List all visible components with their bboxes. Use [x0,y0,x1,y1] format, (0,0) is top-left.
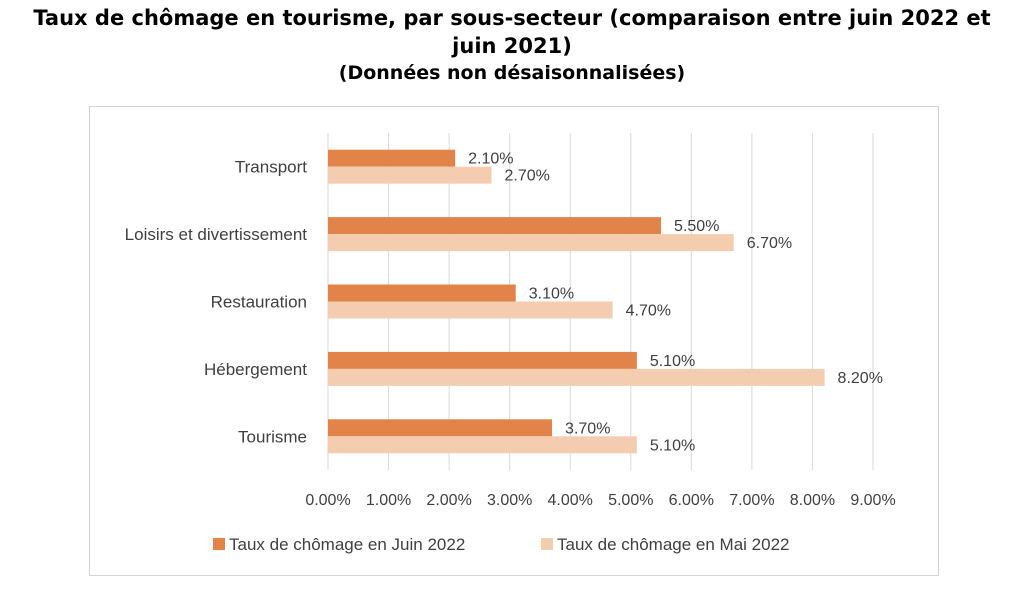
chart-area [89,106,939,576]
x-tick-label: 0.00% [305,492,350,509]
bars [328,149,825,454]
data-labels: 2.10%2.70% 5.50% 6.70% 3.10% 4.70% 5.10% 8.20%… [468,151,883,455]
x-tick-label: 7.00% [729,492,774,509]
data-label: 4.70% [626,303,671,320]
bar [328,284,516,302]
chart-title: Taux de chômage en tourisme, par sous-se… [0,4,1024,86]
bar [328,368,825,386]
data-label: 2.10% [468,151,513,168]
bar [328,234,734,252]
x-tick-label: 1.00% [366,492,411,509]
data-label: 2.70% [505,168,550,185]
data-label: 5.50% [674,218,719,235]
x-tick-label: 9.00% [850,492,895,509]
bar [328,217,662,235]
bar [328,436,637,454]
data-label: 5.10% [650,437,695,454]
category-labels: Transport Loisirs et divertissement Restau… [125,158,308,447]
data-label: 5.10% [650,353,695,370]
x-tick-label: 4.00% [548,492,593,509]
legend-label: Taux de chômage en Mai 2022 [557,535,790,554]
category-label: Hébergement [204,360,307,379]
x-tick-labels: 0.00% 1.00% 2.00% 3.00% 4.00% 5.00% 6.00% 7.00%… [305,492,895,509]
category-label: Restauration [211,293,307,312]
bar [328,351,637,369]
x-tick-label: 8.00% [790,492,835,509]
legend-label: Taux de chômage en Juin 2022 [229,535,465,554]
x-tick-label: 6.00% [669,492,714,509]
bar [328,166,492,184]
legend: Taux de chômage en Juin 2022 Taux de chôm… [213,535,790,554]
data-label: 3.70% [565,420,610,437]
legend-swatch [213,538,225,550]
chart-subtitle: (Données non désaisonnalisées) [338,62,686,84]
chart-title-line-1: Taux de chômage en tourisme, par sous-se… [33,6,991,30]
data-label: 6.70% [747,235,792,252]
legend-swatch [541,538,553,550]
x-tick-label: 5.00% [608,492,653,509]
bar [328,301,613,319]
chart-title-line-2: juin 2021) [452,34,572,58]
data-label: 3.10% [529,286,574,303]
category-label: Transport [235,158,307,177]
bar [328,419,553,437]
data-label: 8.20% [838,370,883,387]
x-tick-label: 3.00% [487,492,532,509]
bar [328,149,456,167]
category-label: Tourisme [238,427,307,446]
x-tick-label: 2.00% [426,492,471,509]
category-label: Loisirs et divertissement [125,225,308,244]
